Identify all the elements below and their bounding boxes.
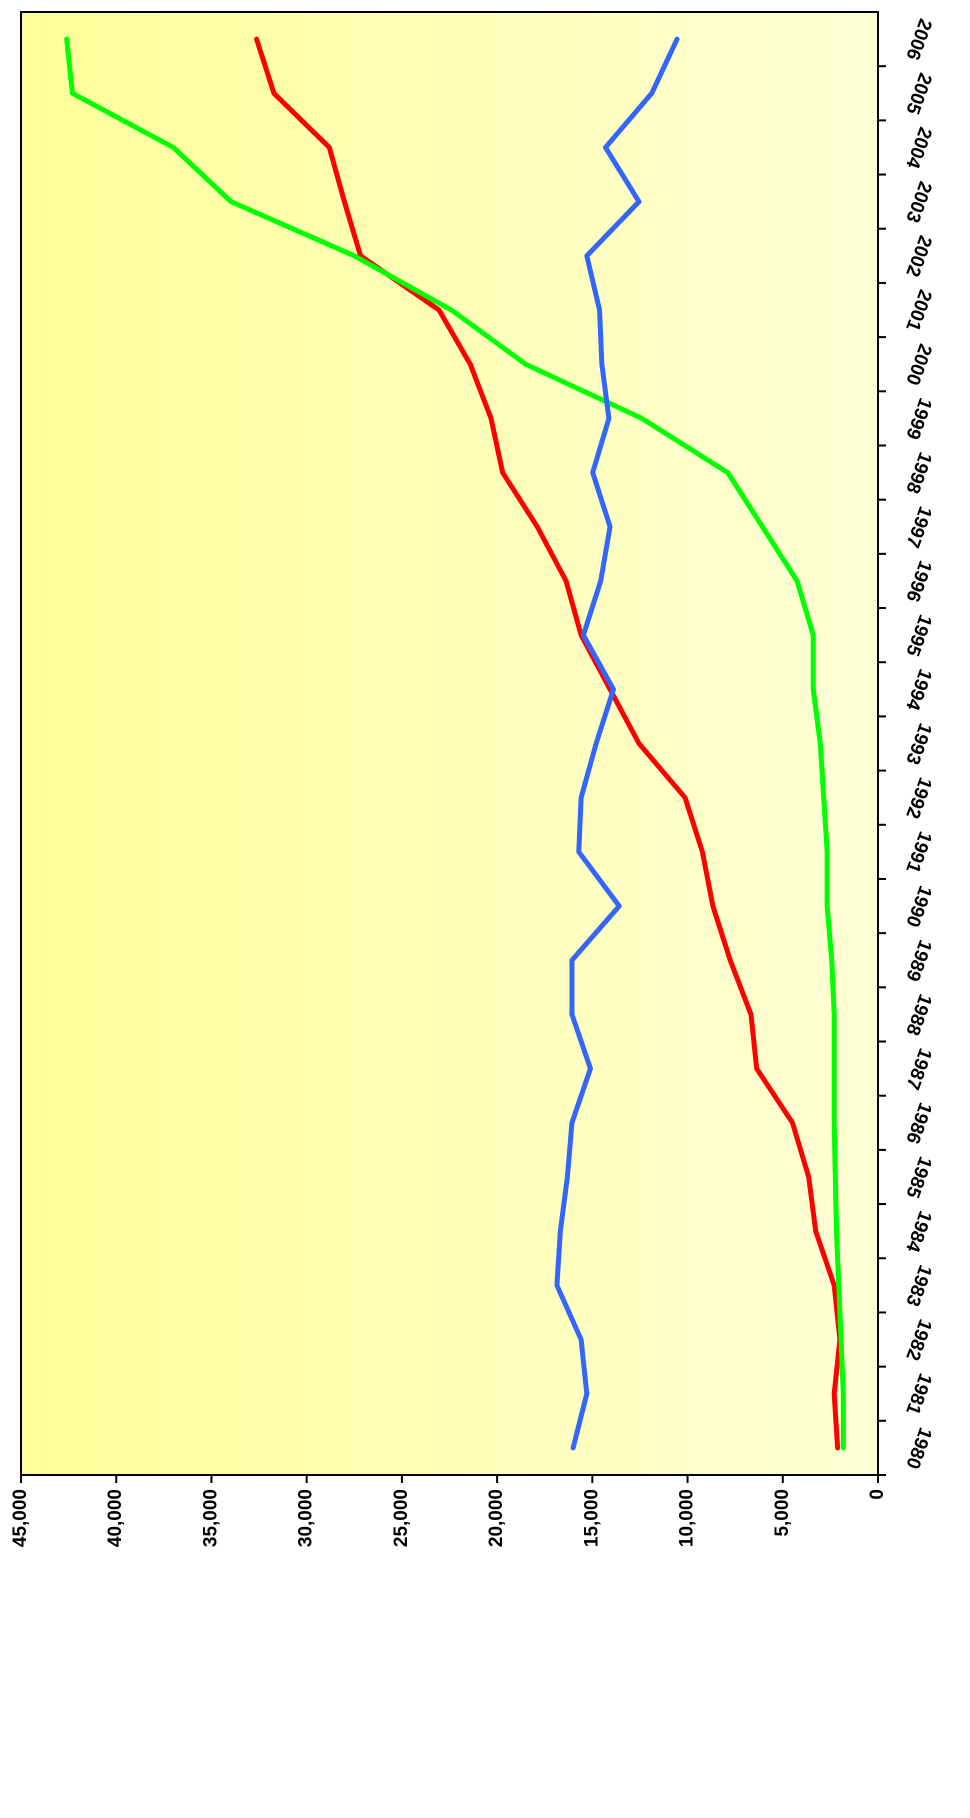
- category-label: 1990: [901, 883, 935, 930]
- category-label: 1982: [901, 1316, 935, 1363]
- plot-area: [20, 11, 879, 1476]
- value-tick-label: 30,000: [296, 1489, 317, 1547]
- category-label: 1986: [901, 1100, 935, 1147]
- category-label: 1987: [901, 1045, 935, 1092]
- category-label: 1994: [901, 666, 935, 713]
- value-tick-label: 40,000: [105, 1489, 126, 1547]
- category-label: 1992: [901, 774, 935, 821]
- category-label: 2003: [901, 178, 935, 225]
- category-label: 1983: [901, 1262, 935, 1309]
- category-label: 1980: [901, 1425, 935, 1472]
- value-tick-label: 10,000: [677, 1489, 698, 1547]
- category-label: 1991: [901, 829, 935, 876]
- category-label: 1995: [901, 612, 935, 659]
- value-tick-label: 25,000: [391, 1489, 412, 1547]
- category-label: 1981: [901, 1370, 935, 1417]
- value-tick-label: 20,000: [486, 1489, 507, 1547]
- category-label: 2001: [901, 287, 935, 334]
- value-tick-label: 15,000: [581, 1489, 602, 1547]
- category-label: 1989: [901, 937, 935, 984]
- value-tick-label: 35,000: [200, 1489, 221, 1547]
- category-label: 2004: [901, 124, 935, 171]
- category-label: 2000: [901, 341, 935, 388]
- category-label: 2005: [901, 70, 935, 117]
- category-label: 2006: [901, 16, 935, 63]
- category-label: 1993: [901, 720, 935, 767]
- value-tick-label: 45,000: [10, 1489, 31, 1547]
- category-label: 1999: [901, 395, 935, 442]
- series-line: [64, 36, 846, 1451]
- category-label: 1985: [901, 1154, 935, 1201]
- category-label: 1988: [901, 991, 935, 1038]
- category-label: 1996: [901, 558, 935, 605]
- category-label: 1997: [901, 503, 935, 550]
- category-label: 1998: [901, 449, 935, 496]
- value-tick-label: 0: [867, 1489, 888, 1500]
- series-line: [554, 36, 680, 1451]
- value-tick-label: 5,000: [772, 1489, 793, 1537]
- category-label: 1984: [901, 1208, 935, 1255]
- category-label: 2002: [901, 233, 935, 280]
